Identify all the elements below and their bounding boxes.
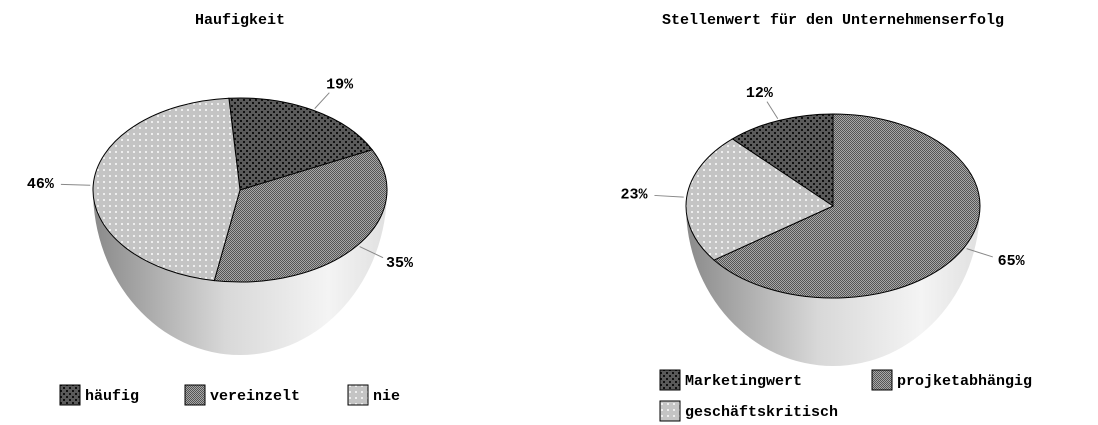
leader-line bbox=[60, 183, 91, 186]
legend-label: häufig bbox=[85, 388, 139, 405]
legend-swatch bbox=[871, 369, 893, 391]
value-label: 19% bbox=[326, 77, 354, 94]
value-label: 35% bbox=[386, 255, 414, 272]
chart-title: Haufigkeit bbox=[195, 12, 285, 29]
pie-slice bbox=[713, 113, 981, 299]
value-label: 46% bbox=[27, 176, 55, 193]
pie-slice bbox=[213, 149, 388, 283]
value-label: 12% bbox=[746, 85, 774, 102]
pie-slice bbox=[731, 113, 834, 207]
legend-label: Marketingwert bbox=[685, 373, 802, 390]
pie-slice bbox=[92, 97, 241, 282]
leader-line bbox=[359, 246, 384, 259]
value-label: 23% bbox=[620, 187, 648, 204]
pie-slice bbox=[228, 97, 374, 191]
legend-label: nie bbox=[373, 388, 400, 405]
leader-line bbox=[766, 101, 779, 120]
leader-line bbox=[966, 248, 993, 258]
legend-swatch bbox=[59, 384, 81, 406]
legend-label: projketabhängig bbox=[897, 373, 1032, 390]
leader-line bbox=[654, 194, 684, 198]
legend-swatch bbox=[659, 400, 681, 422]
legend-label: vereinzelt bbox=[210, 388, 300, 405]
value-label: 65% bbox=[998, 253, 1026, 270]
leader-line bbox=[314, 92, 330, 109]
chart-title: Stellenwert für den Unternehmenserfolg bbox=[662, 12, 1004, 29]
legend-swatch bbox=[659, 369, 681, 391]
legend-swatch bbox=[184, 384, 206, 406]
pie-slice bbox=[685, 138, 835, 261]
legend-swatch bbox=[347, 384, 369, 406]
legend-label: geschäftskritisch bbox=[685, 404, 838, 421]
